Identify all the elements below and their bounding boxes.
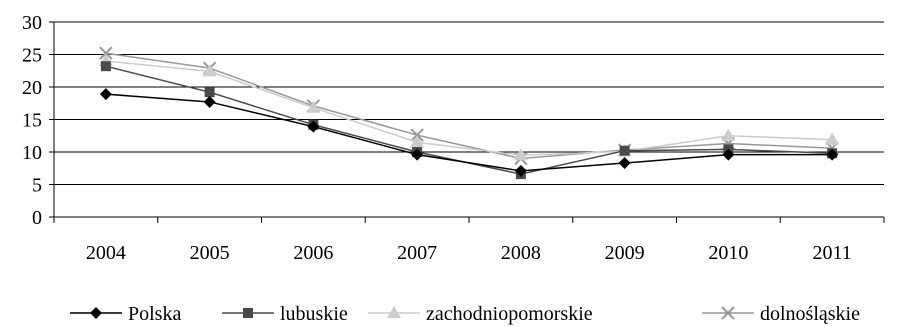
series-line [105,65,833,175]
legend-item: dolnośląskie [702,303,860,325]
data-point [307,120,320,133]
axes [49,21,885,223]
y-tick-label: 10 [22,142,42,164]
data-point [618,157,631,170]
x-tick-label: 2011 [812,242,851,264]
x-tick-label: 2004 [86,242,126,264]
series-Polska [99,88,839,177]
x-tick-label: 2007 [397,242,437,264]
legend-item: lubuskie [222,303,348,325]
data-point [100,61,111,72]
legend: Polska lubuskie zachodniopomorskie dolnoślą… [70,303,860,325]
x-tick-label: 2009 [605,242,645,264]
y-tick-label: 25 [22,45,42,67]
y-tick-label: 30 [22,12,42,34]
series-layer [98,46,840,180]
legend-label: dolnośląskie [760,303,860,325]
y-tick-label: 5 [32,175,42,197]
data-point [826,148,839,161]
data-point [99,88,112,101]
data-point [513,148,528,161]
y-tick-label: 0 [32,207,42,229]
x-tick-label: 2008 [501,242,541,264]
legend-marker [387,306,401,318]
data-point [514,164,527,177]
data-point [825,132,840,145]
data-point [203,95,216,108]
data-point [202,64,217,77]
data-point [204,87,215,98]
data-point [410,135,425,148]
series-line [105,93,833,172]
x-tick-labels: 2004 2005 2006 2007 2008 2009 2010 2011 [86,242,852,264]
y-tick-label: 20 [22,77,42,99]
legend-item: zachodniopomorskie [368,303,593,325]
legend-label: Polska [128,303,181,325]
y-tick-label: 15 [22,110,42,132]
y-tick-labels: 0 5 10 15 20 25 30 [22,12,42,229]
legend-label: lubuskie [280,303,348,325]
data-point [306,100,321,113]
data-point [619,145,630,156]
legend-label: zachodniopomorskie [426,303,593,325]
x-tick-label: 2010 [708,242,748,264]
legend-marker [90,307,102,319]
legend-marker [721,306,735,320]
legend-item: Polska [70,303,181,325]
series-line [105,52,833,160]
data-point [411,148,424,161]
x-tick-label: 2006 [293,242,333,264]
legend-marker [243,308,253,318]
data-point [410,128,424,142]
data-point [99,46,113,60]
x-tick-label: 2005 [190,242,230,264]
data-point [721,128,736,141]
data-point [722,148,735,161]
gridlines [54,21,884,185]
series-line [105,60,833,157]
series-lubuskie [100,61,838,180]
